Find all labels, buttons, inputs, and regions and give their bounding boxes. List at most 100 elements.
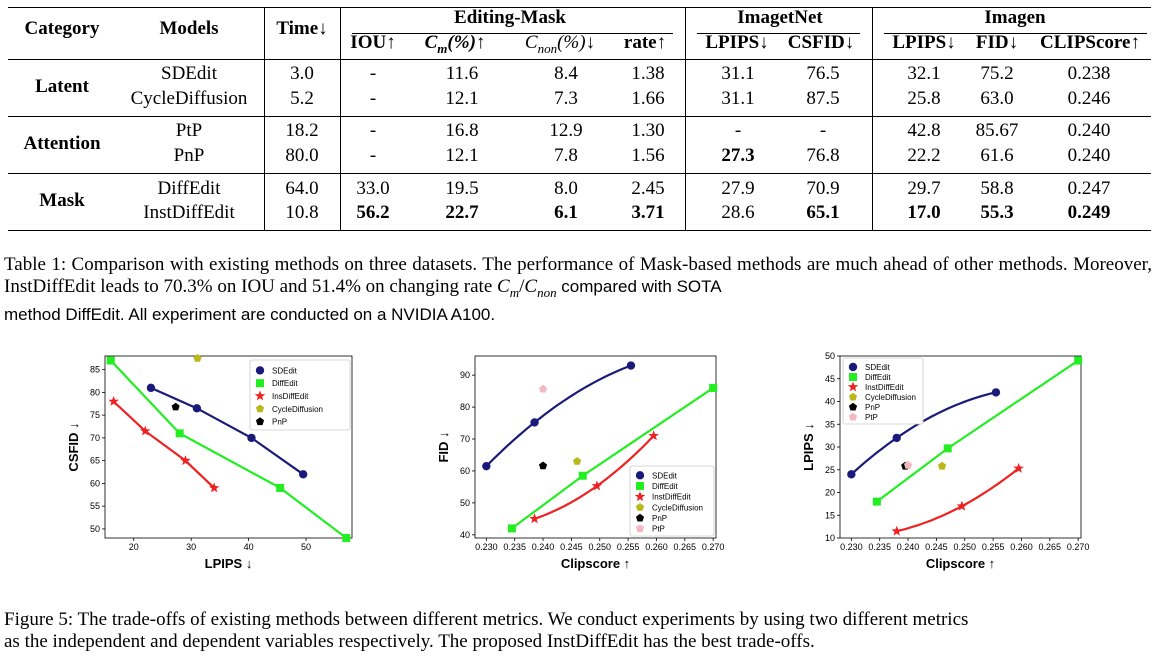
table-cell: 75.2 [980,63,1014,84]
header-csfid: CSFID↓ [787,32,855,53]
x-tick-label: 0.235 [868,542,891,552]
table-cell: 12.1 [445,145,479,166]
cmidrule [352,33,673,34]
group-rule [8,116,1151,117]
table-cell-best: 22.7 [445,202,479,223]
y-tick-label: 80 [90,387,100,397]
table-cell-best: 6.1 [554,202,578,223]
series-line-instdiffedit [896,467,1020,533]
table-cell: 18.2 [285,120,319,141]
header-rate: rate↑ [623,32,667,53]
table-cell: 5.2 [290,88,314,109]
legend-marker-cyclediffusion [635,503,645,511]
x-tick-label: 50 [301,542,311,552]
x-tick-label: 0.265 [674,542,697,552]
model-name: DiffEdit [157,178,221,199]
caption-text: Figure 5: The trade-offs of existing met… [4,609,969,630]
table-cell: 12.9 [549,120,583,141]
header-lpips-imagenet: LPIPS↓ [705,32,769,53]
series-instdiffedit [529,430,659,524]
legend-label: InstDiffEdit [865,383,904,392]
table-cell: 27.9 [721,178,755,199]
table-cell: 8.4 [554,63,578,84]
table-cell: 25.8 [907,88,941,109]
legend-marker-instdiffedit [634,491,646,502]
category-latent: Latent [35,76,89,97]
category-attention: Attention [23,133,101,154]
math-cm-sub: m [509,284,520,300]
table-cell: 31.1 [721,88,755,109]
x-tick-label: 30 [186,542,196,552]
x-tick-label: 0.260 [1010,542,1033,552]
header-time: Time↓ [276,18,328,39]
y-tick-label: 70 [460,434,470,444]
data-point-diffedit [872,497,881,506]
legend-label: PtP [865,413,878,422]
table-cell: 29.7 [907,178,941,199]
x-tick-label: 0.255 [617,542,640,552]
series-diffedit [507,383,718,533]
table-cell: 7.8 [554,145,578,166]
x-tick-label: 40 [244,542,254,552]
data-point-instdiffedit [1013,462,1024,473]
data-point-cyclediffusion [573,457,582,465]
legend-marker-ptp [848,412,858,421]
legend-marker-diffedit [636,482,644,490]
table-cell: 0.240 [1067,145,1111,166]
data-point-diffedit [709,383,718,392]
y-tick-label: 50 [460,498,470,508]
data-point-diffedit [106,356,115,365]
header-imagenet: ImagetNet [737,7,823,28]
data-point-instdiffedit [956,500,968,511]
data-point-instdiffedit [891,525,902,536]
plot-clipscore-fid: 0.230 0.235 0.240 0.245 0.250 0.255 0.260 0.265… [436,355,724,571]
data-point-diffedit [943,444,952,453]
y-axis-label: FID ↓ [436,431,451,462]
table-cell: 0.247 [1067,178,1111,199]
table-cell: 85.67 [975,120,1019,141]
data-point-sdedit [146,383,156,393]
y-tick-label: 35 [825,419,835,429]
legend-label: SDEdit [865,363,891,372]
series-pnp [539,461,548,470]
data-point-sdedit [892,433,901,443]
table-cell: 7.3 [554,88,578,109]
x-tick-label: 0.230 [475,542,498,552]
series-ptp [904,460,913,469]
series-line-sdedit [485,364,632,467]
header-editing-mask: Editing-Mask [454,7,566,28]
legend-label: InsDiffEdit [272,392,309,401]
data-point-cyclediffusion [193,354,202,362]
caption-text: Table 1: Comparison with existing method… [4,254,1152,297]
data-point-insdiffedit [180,455,191,466]
series-line-diffedit [109,359,347,539]
x-tick-label: 0.245 [925,542,948,552]
data-point-ptp [539,384,548,393]
model-name: CycleDiffusion [130,88,248,109]
figure-caption: Figure 5: The trade-offs of existing met… [4,609,1152,653]
y-tick-label: 50 [825,351,835,361]
table-cell-best: 56.2 [356,202,390,223]
data-point-pnp [171,402,180,411]
table-cell-best: 27.3 [721,145,755,166]
legend-marker-sdedit [848,362,858,372]
legend-marker-cyclediffusion [255,404,265,413]
table-cell-best: 55.3 [980,202,1014,223]
series-sdedit [146,383,308,479]
table-cell: 12.1 [445,88,479,109]
table-cell: - [369,145,377,166]
series-line-sdedit [150,386,304,476]
y-tick-label: 40 [460,530,470,540]
legend-label: PtP [652,525,665,534]
x-tick-label: 0.230 [840,542,863,552]
y-tick-label: 80 [460,402,470,412]
x-tick-label: 0.270 [1067,542,1090,552]
table-cell: 32.1 [907,63,941,84]
column-divider [340,7,341,231]
results-table: Category Models Time↓ Editing-Mask Image… [0,0,1155,235]
y-axis-label: CSFID ↓ [66,422,81,471]
table-cell: 80.0 [285,145,319,166]
header-imagen: Imagen [984,7,1046,28]
column-divider [872,7,873,231]
legend-box [249,359,351,431]
